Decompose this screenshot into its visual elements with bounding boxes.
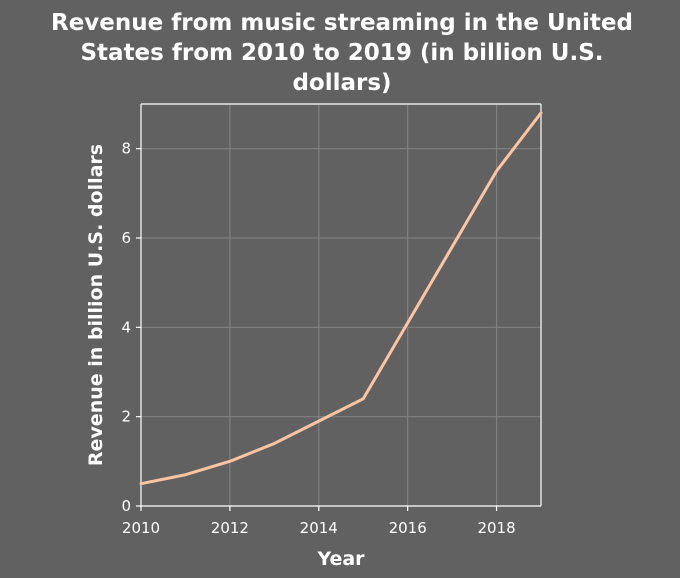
x-tick-labels: 2010 2012 2014 2016 2018 xyxy=(122,519,516,537)
y-tick-labels: 0 2 4 6 8 xyxy=(121,140,131,515)
x-tick-label: 2018 xyxy=(477,519,515,537)
x-tick-label: 2012 xyxy=(211,519,249,537)
y-tick-label: 4 xyxy=(121,318,131,336)
y-tick-label: 0 xyxy=(121,497,131,515)
y-tick-label: 8 xyxy=(121,140,131,158)
x-tick-label: 2010 xyxy=(122,519,160,537)
axes xyxy=(136,103,542,511)
x-tick-label: 2016 xyxy=(389,519,427,537)
y-tick-label: 2 xyxy=(121,408,131,426)
series-line xyxy=(139,111,543,486)
x-tick-label: 2014 xyxy=(300,519,338,537)
y-axis-label: Revenue in billion U.S. dollars xyxy=(85,144,107,466)
y-tick-label: 6 xyxy=(121,229,131,247)
chart-title: Revenue from music streaming in the Unit… xyxy=(51,10,633,96)
chart-title-line-1: Revenue from music streaming in the Unit… xyxy=(51,10,633,36)
chart-title-line-3: dollars) xyxy=(292,70,391,96)
grid xyxy=(141,104,541,506)
chart-title-line-2: States from 2010 to 2019 (in billion U.S… xyxy=(80,40,603,66)
x-axis-label: Year xyxy=(316,548,365,570)
series xyxy=(139,111,543,486)
